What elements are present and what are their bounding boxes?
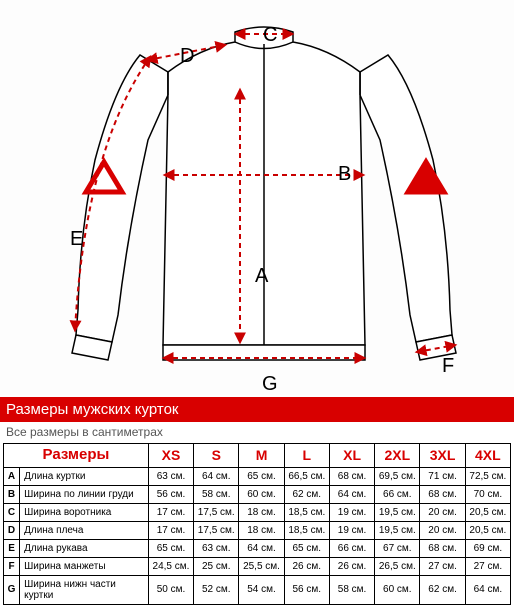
- table-row: DДлина плеча17 см.17,5 см.18 см.18,5 см.…: [4, 521, 511, 539]
- size-cell: 18 см.: [239, 503, 284, 521]
- size-cell: 65 см.: [148, 539, 193, 557]
- row-label: Длина рукава: [20, 539, 149, 557]
- row-key: A: [4, 467, 20, 485]
- dim-label-c: C: [263, 24, 277, 47]
- row-label: Ширина воротника: [20, 503, 149, 521]
- size-col-s: S: [194, 444, 239, 468]
- size-cell: 69,5 см.: [375, 467, 420, 485]
- size-cell: 69 см.: [465, 539, 510, 557]
- size-cell: 66 см.: [375, 485, 420, 503]
- size-cell: 66 см.: [329, 539, 374, 557]
- row-label: Длина плеча: [20, 521, 149, 539]
- dim-label-f: F: [442, 355, 454, 378]
- row-label: Ширина по линии груди: [20, 485, 149, 503]
- size-col-3xl: 3XL: [420, 444, 465, 468]
- size-cell: 25,5 см.: [239, 557, 284, 575]
- table-row: AДлина куртки63 см.64 см.65 см.66,5 см.6…: [4, 467, 511, 485]
- row-key: D: [4, 521, 20, 539]
- size-col-4xl: 4XL: [465, 444, 510, 468]
- dim-label-a: A: [255, 265, 268, 288]
- size-cell: 70 см.: [465, 485, 510, 503]
- title-text: Размеры мужских курток: [6, 401, 178, 418]
- table-row: EДлина рукава65 см.63 см.64 см.65 см.66 …: [4, 539, 511, 557]
- table-row: FШирина манжеты24,5 см.25 см.25,5 см.26 …: [4, 557, 511, 575]
- size-cell: 19,5 см.: [375, 521, 420, 539]
- table-body: AДлина куртки63 см.64 см.65 см.66,5 см.6…: [4, 467, 511, 604]
- size-cell: 20,5 см.: [465, 503, 510, 521]
- size-cell: 27 см.: [465, 557, 510, 575]
- dim-label-b: B: [338, 163, 351, 186]
- size-col-xl: XL: [329, 444, 374, 468]
- size-cell: 68 см.: [420, 539, 465, 557]
- size-cell: 65 см.: [239, 467, 284, 485]
- size-cell: 58 см.: [194, 485, 239, 503]
- size-cell: 19,5 см.: [375, 503, 420, 521]
- row-label: Ширина манжеты: [20, 557, 149, 575]
- size-cell: 24,5 см.: [148, 557, 193, 575]
- row-key: C: [4, 503, 20, 521]
- jacket-outline: [72, 27, 456, 360]
- row-key: F: [4, 557, 20, 575]
- size-cell: 60 см.: [239, 485, 284, 503]
- size-cell: 20 см.: [420, 503, 465, 521]
- dim-label-d: D: [180, 45, 194, 68]
- size-cell: 18 см.: [239, 521, 284, 539]
- size-cell: 20 см.: [420, 521, 465, 539]
- size-cell: 63 см.: [194, 539, 239, 557]
- dim-label-e: E: [70, 228, 83, 251]
- size-col-2xl: 2XL: [375, 444, 420, 468]
- size-cell: 68 см.: [420, 485, 465, 503]
- title-bar: Размеры мужских курток: [0, 397, 514, 422]
- dim-label-g: G: [262, 373, 278, 396]
- size-cell: 17,5 см.: [194, 521, 239, 539]
- size-cell: 66,5 см.: [284, 467, 329, 485]
- jacket-svg: [0, 0, 514, 395]
- size-cell: 68 см.: [329, 467, 374, 485]
- table-row: CШирина воротника17 см.17,5 см.18 см.18,…: [4, 503, 511, 521]
- size-cell: 19 см.: [329, 503, 374, 521]
- size-cell: 71 см.: [420, 467, 465, 485]
- table-head: РазмерыXSSMLXL2XL3XL4XL: [4, 444, 511, 468]
- row-key: E: [4, 539, 20, 557]
- size-cell: 17,5 см.: [194, 503, 239, 521]
- size-cell: 25 см.: [194, 557, 239, 575]
- size-cell: 26,5 см.: [375, 557, 420, 575]
- size-cell: 18,5 см.: [284, 521, 329, 539]
- sizes-header: Размеры: [4, 444, 149, 468]
- table-row: BШирина по линии груди56 см.58 см.60 см.…: [4, 485, 511, 503]
- size-cell: 64 см.: [329, 485, 374, 503]
- size-cell: 65 см.: [284, 539, 329, 557]
- size-cell: 63 см.: [148, 467, 193, 485]
- size-cell: 20,5 см.: [465, 521, 510, 539]
- size-cell: 26 см.: [284, 557, 329, 575]
- size-cell: 64 см.: [239, 539, 284, 557]
- size-cell: 64 см.: [194, 467, 239, 485]
- size-cell: 62 см.: [284, 485, 329, 503]
- size-cell: 18,5 см.: [284, 503, 329, 521]
- size-cell: 67 см.: [375, 539, 420, 557]
- size-cell: 56 см.: [148, 485, 193, 503]
- size-col-m: M: [239, 444, 284, 468]
- subtitle-text: Все размеры в сантиметрах: [6, 425, 163, 439]
- row-label: Длина куртки: [20, 467, 149, 485]
- jacket-diagram: A B C D E F G: [0, 0, 514, 395]
- size-col-l: L: [284, 444, 329, 468]
- size-cell: 72,5 см.: [465, 467, 510, 485]
- size-cell: 17 см.: [148, 521, 193, 539]
- size-cell: 26 см.: [329, 557, 374, 575]
- size-cell: 19 см.: [329, 521, 374, 539]
- subtitle: Все размеры в сантиметрах: [0, 422, 514, 443]
- size-col-xs: XS: [148, 444, 193, 468]
- size-cell: 17 см.: [148, 503, 193, 521]
- row-key: B: [4, 485, 20, 503]
- size-table: РазмерыXSSMLXL2XL3XL4XL AДлина куртки63 …: [3, 443, 511, 605]
- size-cell: 27 см.: [420, 557, 465, 575]
